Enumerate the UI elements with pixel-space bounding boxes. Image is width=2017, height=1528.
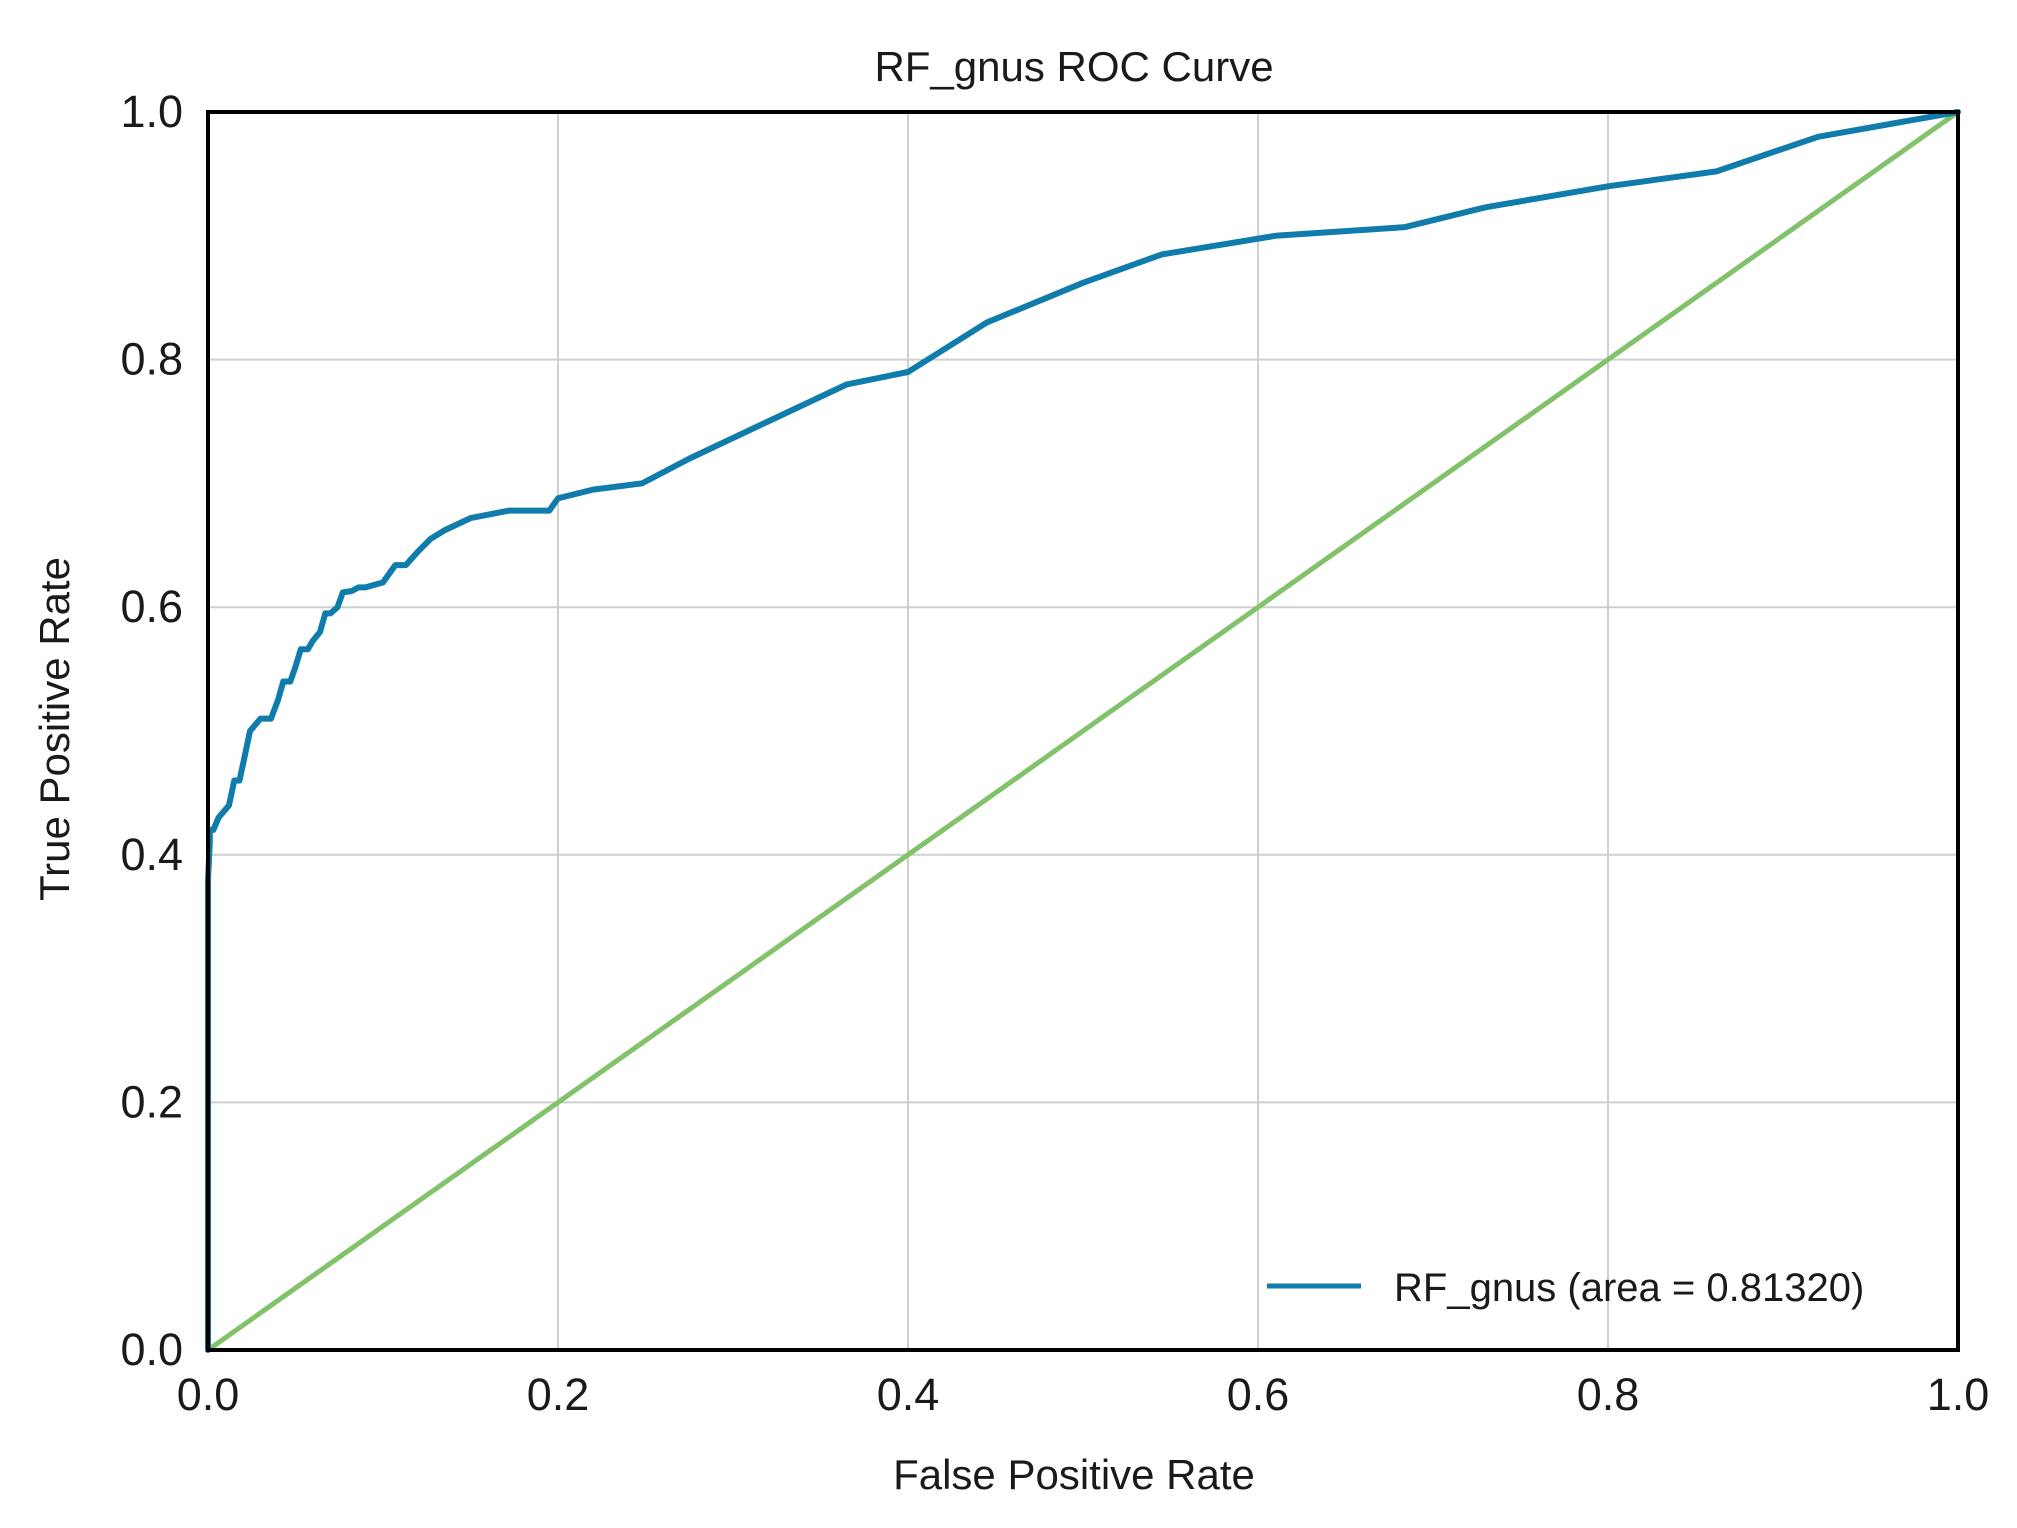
chart-title: RF_gnus ROC Curve <box>874 43 1273 90</box>
y-tick-label: 0.0 <box>120 1324 183 1375</box>
legend-label: RF_gnus (area = 0.81320) <box>1394 1266 1864 1310</box>
y-tick-label: 1.0 <box>120 86 183 137</box>
x-tick-label: 0.0 <box>177 1369 240 1420</box>
y-tick-label: 0.2 <box>120 1076 183 1127</box>
y-axis-label: True Positive Rate <box>31 557 78 901</box>
y-tick-label: 0.6 <box>120 581 183 632</box>
x-tick-label: 0.6 <box>1227 1369 1290 1420</box>
y-axis-ticks: 0.0 0.2 0.4 0.6 0.8 1.0 <box>120 86 183 1375</box>
chance-diagonal-line <box>205 109 1961 1353</box>
plot-frame <box>206 110 1960 1352</box>
x-axis-ticks: 0.0 0.2 0.4 0.6 0.8 1.0 <box>177 1369 1990 1420</box>
x-axis-label: False Positive Rate <box>893 1451 1255 1498</box>
legend: RF_gnus (area = 0.81320) <box>1267 1266 1864 1310</box>
x-tick-label: 0.2 <box>527 1369 590 1420</box>
y-tick-label: 0.4 <box>120 829 183 880</box>
grid-lines <box>208 112 1958 1350</box>
series-layer <box>205 109 1961 1353</box>
x-tick-label: 0.8 <box>1577 1369 1640 1420</box>
roc-curve-line <box>205 109 1961 1353</box>
x-tick-label: 1.0 <box>1927 1369 1990 1420</box>
y-tick-label: 0.8 <box>120 334 183 385</box>
x-tick-label: 0.4 <box>877 1369 940 1420</box>
